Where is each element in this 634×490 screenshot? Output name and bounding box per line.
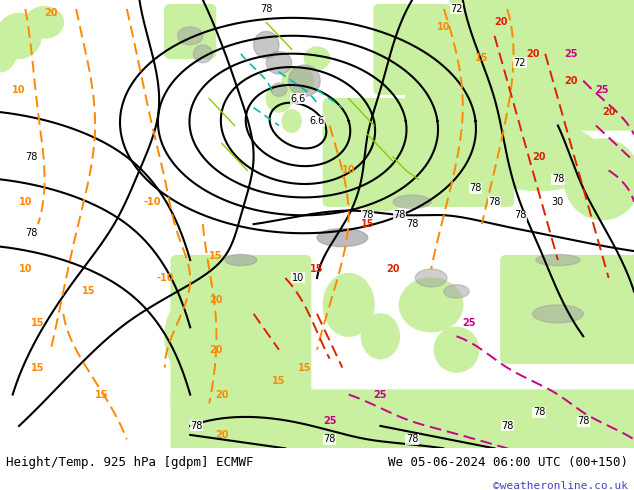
Ellipse shape [444,285,469,298]
Text: 20: 20 [602,107,616,117]
Text: 78: 78 [190,421,203,431]
Ellipse shape [25,7,63,38]
Text: -10: -10 [156,273,174,283]
Text: 10: 10 [18,264,32,274]
Ellipse shape [507,49,634,130]
Ellipse shape [533,305,583,323]
Text: 6.6: 6.6 [309,116,325,126]
Text: 78: 78 [323,434,336,444]
Ellipse shape [393,195,431,208]
Text: 15: 15 [94,390,108,399]
Text: 15: 15 [475,53,489,63]
Text: 15: 15 [31,318,45,328]
Ellipse shape [399,278,463,332]
Ellipse shape [0,36,16,72]
Text: 15: 15 [361,219,375,229]
Ellipse shape [406,76,456,121]
Text: 25: 25 [323,416,337,426]
Text: 20: 20 [564,75,578,86]
Text: 15: 15 [310,264,324,274]
Text: 30: 30 [552,197,564,207]
Text: -10: -10 [143,197,161,207]
Ellipse shape [165,280,279,392]
Ellipse shape [361,314,399,359]
Text: 15: 15 [297,363,311,373]
Text: 10: 10 [437,22,451,32]
Ellipse shape [0,13,41,58]
Ellipse shape [317,229,368,246]
FancyBboxPatch shape [171,256,311,408]
Ellipse shape [514,282,628,363]
Text: 15: 15 [272,376,286,386]
Text: 78: 78 [361,210,374,220]
Ellipse shape [564,139,634,220]
Ellipse shape [254,31,279,58]
FancyBboxPatch shape [323,98,514,206]
Text: 20: 20 [215,430,229,440]
FancyBboxPatch shape [450,0,634,130]
FancyBboxPatch shape [165,4,216,58]
Ellipse shape [222,394,539,448]
Ellipse shape [282,110,301,132]
Text: 20: 20 [526,49,540,59]
FancyBboxPatch shape [374,4,450,94]
Text: 20: 20 [215,390,229,399]
Ellipse shape [333,130,428,211]
Text: 10: 10 [18,197,32,207]
Ellipse shape [434,327,479,372]
Text: 78: 78 [469,183,482,194]
Text: 72: 72 [514,58,526,68]
FancyBboxPatch shape [501,256,634,363]
Ellipse shape [288,65,320,97]
Ellipse shape [225,254,257,266]
Ellipse shape [178,27,203,45]
Ellipse shape [304,47,330,70]
Text: 20: 20 [386,264,400,274]
Text: We 05-06-2024 06:00 UTC (00+150): We 05-06-2024 06:00 UTC (00+150) [387,456,628,469]
Text: 78: 78 [552,174,564,184]
Text: 25: 25 [462,318,476,328]
Text: 78: 78 [406,219,418,229]
Text: 25: 25 [373,390,387,399]
Text: 20: 20 [209,344,223,355]
Text: 20: 20 [44,8,58,19]
Text: 72: 72 [450,4,463,14]
Ellipse shape [193,45,212,63]
Ellipse shape [476,123,602,191]
Ellipse shape [536,254,580,266]
Ellipse shape [282,67,314,94]
Text: 15: 15 [82,287,96,296]
Text: 20: 20 [209,295,223,305]
Text: 78: 78 [260,4,273,14]
Ellipse shape [323,273,374,336]
Text: 15: 15 [31,363,45,373]
Text: 20: 20 [494,18,508,27]
Text: 78: 78 [533,408,545,417]
Text: 78: 78 [406,434,418,444]
Ellipse shape [425,27,488,81]
Text: 78: 78 [577,416,590,426]
Ellipse shape [266,51,292,74]
Text: 20: 20 [532,152,546,162]
FancyBboxPatch shape [171,390,634,453]
Text: 78: 78 [488,197,501,207]
Text: 10: 10 [292,273,304,283]
Text: ©weatheronline.co.uk: ©weatheronline.co.uk [493,481,628,490]
Ellipse shape [266,85,292,112]
Text: 78: 78 [514,210,526,220]
Text: 78: 78 [25,228,38,238]
Ellipse shape [271,83,287,97]
Text: 10: 10 [12,85,26,95]
Text: 25: 25 [595,85,609,95]
Text: 25: 25 [564,49,578,59]
Text: 6.6: 6.6 [290,94,306,104]
Text: 78: 78 [25,152,38,162]
Text: 15: 15 [209,250,223,261]
Text: 10: 10 [342,165,356,175]
Text: Height/Temp. 925 hPa [gdpm] ECMWF: Height/Temp. 925 hPa [gdpm] ECMWF [6,456,254,469]
Text: 78: 78 [501,421,514,431]
Text: 78: 78 [393,210,406,220]
Ellipse shape [415,269,447,287]
